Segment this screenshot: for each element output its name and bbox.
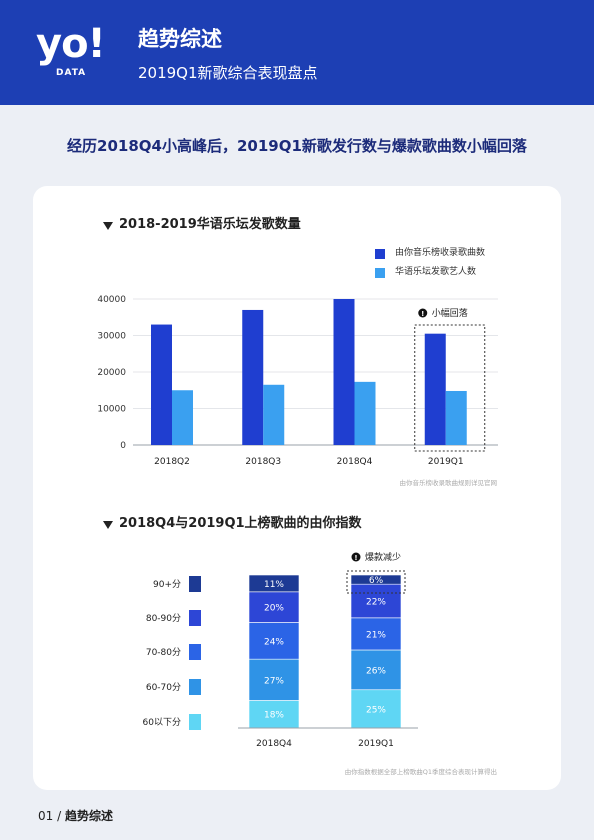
bar-2018Q4-artists <box>354 381 376 445</box>
chart-1-title: 2018-2019华语乐坛发歌数量 <box>119 217 301 232</box>
bar-2019Q1-songs <box>424 333 446 445</box>
y-tick-0: 0 <box>120 441 126 451</box>
segment-2019Q1-below60 <box>350 689 402 729</box>
segment-2019Q1-80-90 <box>350 583 402 619</box>
header-banner: yo! DATA 趋势综述 2019Q1新歌综合表现盘点 <box>0 0 594 105</box>
annotation-2-label: 爆款减少 <box>365 551 401 563</box>
segment-label-2018Q4-80-90: 20% <box>264 604 284 614</box>
x-tick-2018Q3: 2018Q3 <box>245 457 281 467</box>
logo-subtext: DATA <box>56 68 87 78</box>
yo-data-logo: yo! DATA <box>36 24 106 86</box>
annotation-1-warning-icon-glyph: ! <box>421 310 424 318</box>
legend-label-70-80: 70-80分 <box>146 647 181 658</box>
chart-1-svg: 0 10000 20000 30000 40000 2018Q2 2018Q3 2018Q4 2… <box>97 295 498 486</box>
legend-label-artists: 华语乐坛发歌艺人数 <box>395 267 477 277</box>
annotation-1-label: 小幅回落 <box>432 307 468 319</box>
segment-label-2019Q1-below60: 25% <box>366 705 386 715</box>
x-tick-2019Q1: 2019Q1 <box>358 739 394 749</box>
chart-1-note: 由你音乐榜收录歌曲规则详见官网 <box>400 478 498 486</box>
segment-label-2019Q1-80-90: 22% <box>366 598 386 608</box>
chart-card: 2018-2019华语乐坛发歌数量 由你音乐榜收录歌曲数 华语乐坛发歌艺人数 0… <box>33 186 561 790</box>
segment-2018Q4-90plus <box>248 574 300 593</box>
legend-label-songs: 由你音乐榜收录歌曲数 <box>395 248 486 258</box>
page-footer: 01 / 趋势综述 <box>38 808 113 824</box>
section-2-triangle-icon <box>103 521 113 529</box>
annotation-2-warning-icon-glyph: ! <box>354 554 357 562</box>
highlight-box-2019Q1 <box>414 324 486 452</box>
footer-separator: / <box>57 809 62 823</box>
legend-swatch-artists <box>375 268 385 278</box>
bar-2018Q2-songs <box>151 324 172 445</box>
y-tick-40000: 40000 <box>97 295 126 305</box>
chart-2-svg: 90+分 80-90分 70-80分 60-70分 60以下分 18% 27% 24% 20% 1… <box>143 551 497 776</box>
page-title: 趋势综述 <box>138 27 222 51</box>
bar-2018Q4-songs <box>333 299 355 445</box>
legend-swatch-songs <box>375 249 385 259</box>
legend-label-60-70: 60-70分 <box>146 682 181 693</box>
annotation-2-warning-icon <box>351 552 361 562</box>
segment-label-2018Q4-90plus: 11% <box>264 580 284 590</box>
legend-label-below60: 60以下分 <box>143 717 181 728</box>
legend-label-80-90: 80-90分 <box>146 613 181 624</box>
footer-section: 趋势综述 <box>64 809 113 823</box>
segment-2019Q1-90plus <box>350 574 402 585</box>
segment-label-2019Q1-70-80: 21% <box>366 630 386 640</box>
segment-2018Q4-80-90 <box>248 591 300 623</box>
legend-swatch-70-80 <box>189 644 201 660</box>
segment-label-2019Q1-90plus: 6% <box>369 576 384 586</box>
legend-label-90plus: 90+分 <box>153 579 181 590</box>
segment-2019Q1-60-70 <box>350 649 402 691</box>
segment-label-2019Q1-60-70: 26% <box>366 666 386 676</box>
bar-2019Q1-artists <box>445 390 467 445</box>
y-tick-10000: 10000 <box>97 405 126 415</box>
x-tick-2019Q1: 2019Q1 <box>428 457 464 467</box>
legend-swatch-90plus <box>189 576 201 592</box>
x-tick-2018Q2: 2018Q2 <box>154 457 190 467</box>
headline: 经历2018Q4小高峰后，2019Q1新歌发行数与爆款歌曲数小幅回落 <box>67 137 527 155</box>
legend-swatch-60-70 <box>189 679 201 695</box>
annotation-1-warning-icon <box>418 308 428 318</box>
x-tick-2018Q4: 2018Q4 <box>337 457 373 467</box>
segment-label-2018Q4-60-70: 27% <box>264 676 284 686</box>
segment-label-2018Q4-below60: 18% <box>264 711 284 721</box>
page-subtitle: 2019Q1新歌综合表现盘点 <box>138 64 318 82</box>
segment-2018Q4-70-80 <box>248 622 300 660</box>
legend-swatch-below60 <box>189 714 201 730</box>
segment-2018Q4-60-70 <box>248 658 300 701</box>
chart-2-note: 由你指数根据全部上榜歌曲Q1季度综合表现计算得出 <box>345 767 497 776</box>
bar-2018Q3-songs <box>242 309 264 445</box>
y-tick-30000: 30000 <box>97 332 126 342</box>
page-number: 01 <box>38 809 54 823</box>
y-tick-20000: 20000 <box>97 368 126 378</box>
segment-label-2018Q4-70-80: 24% <box>264 637 284 647</box>
segment-2018Q4-below60 <box>248 700 300 729</box>
logo-text: yo! <box>36 21 106 67</box>
x-tick-2018Q4: 2018Q4 <box>256 739 292 749</box>
highlight-box-top-tier <box>346 570 406 594</box>
legend-swatch-80-90 <box>189 610 201 626</box>
bar-2018Q2-artists <box>172 390 193 445</box>
chart-2-title: 2018Q4与2019Q1上榜歌曲的由你指数 <box>119 516 362 531</box>
bar-2018Q3-artists <box>263 384 285 445</box>
section-1-triangle-icon <box>103 222 113 230</box>
